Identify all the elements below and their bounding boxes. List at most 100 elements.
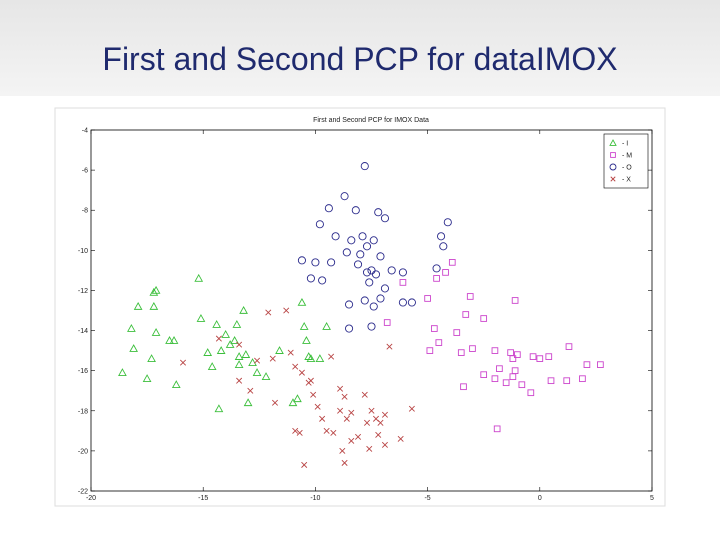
y-tick-label: -16 bbox=[78, 368, 88, 375]
point bbox=[348, 409, 355, 416]
point bbox=[442, 269, 449, 276]
point bbox=[133, 301, 143, 310]
x-tick-label: -20 bbox=[86, 495, 96, 502]
point bbox=[439, 242, 448, 251]
point bbox=[215, 335, 222, 342]
point bbox=[302, 336, 311, 344]
point bbox=[241, 350, 251, 358]
point bbox=[169, 336, 179, 344]
point bbox=[337, 385, 344, 392]
point bbox=[362, 242, 372, 251]
point bbox=[369, 302, 378, 311]
point bbox=[433, 275, 440, 282]
chart-title: First and Second PCP for IMOX Data bbox=[313, 117, 429, 124]
point bbox=[324, 204, 333, 213]
point bbox=[360, 162, 369, 171]
point bbox=[252, 368, 262, 377]
point bbox=[207, 362, 217, 370]
point bbox=[212, 320, 222, 328]
point bbox=[367, 266, 376, 275]
point bbox=[563, 377, 571, 385]
point bbox=[437, 232, 446, 241]
point bbox=[330, 429, 337, 436]
point bbox=[529, 353, 537, 360]
point bbox=[381, 441, 388, 448]
point bbox=[151, 328, 161, 336]
point bbox=[536, 355, 544, 362]
point bbox=[311, 258, 320, 267]
point bbox=[314, 403, 321, 410]
point bbox=[369, 236, 378, 245]
point bbox=[386, 343, 393, 350]
point bbox=[443, 218, 452, 227]
legend-marker bbox=[609, 139, 617, 146]
point bbox=[216, 346, 226, 354]
legend-marker bbox=[610, 176, 616, 182]
point bbox=[511, 297, 519, 304]
y-tick-label: -12 bbox=[78, 288, 88, 295]
point bbox=[376, 294, 385, 303]
point bbox=[297, 297, 307, 306]
y-tick-label: -10 bbox=[78, 248, 88, 255]
point bbox=[234, 352, 244, 360]
point bbox=[462, 311, 470, 318]
y-tick-label: -6 bbox=[82, 168, 88, 175]
point bbox=[232, 320, 242, 328]
point bbox=[342, 248, 351, 257]
legend-marker bbox=[609, 163, 617, 171]
point bbox=[597, 361, 604, 368]
point bbox=[225, 340, 235, 348]
point bbox=[424, 295, 431, 302]
point bbox=[341, 459, 348, 466]
point bbox=[327, 258, 336, 267]
legend-label: - O bbox=[622, 165, 632, 172]
point bbox=[491, 347, 499, 354]
point bbox=[171, 380, 181, 389]
y-tick-label: -22 bbox=[78, 489, 88, 496]
point bbox=[509, 373, 517, 381]
point bbox=[469, 345, 476, 352]
point bbox=[261, 372, 271, 381]
point bbox=[407, 298, 416, 307]
point bbox=[243, 398, 253, 407]
legend-box bbox=[603, 133, 649, 189]
point bbox=[398, 298, 407, 307]
point bbox=[292, 363, 299, 370]
point bbox=[236, 341, 243, 348]
slide-title: First and Second PCP for dataIMOX bbox=[102, 41, 617, 77]
point bbox=[297, 256, 306, 265]
point bbox=[348, 437, 355, 444]
point bbox=[345, 324, 354, 333]
point bbox=[545, 353, 553, 360]
point bbox=[306, 274, 315, 283]
point bbox=[380, 214, 390, 223]
point bbox=[466, 293, 474, 300]
point bbox=[306, 354, 316, 362]
point bbox=[299, 322, 309, 330]
point bbox=[579, 375, 586, 383]
point bbox=[460, 383, 467, 391]
point bbox=[397, 435, 404, 442]
y-tick-label: -18 bbox=[78, 408, 88, 415]
point bbox=[269, 355, 276, 362]
point bbox=[343, 415, 350, 422]
point bbox=[328, 353, 335, 360]
point bbox=[147, 354, 156, 362]
point bbox=[315, 220, 324, 229]
point bbox=[194, 273, 204, 282]
point bbox=[358, 232, 367, 241]
point bbox=[432, 264, 441, 273]
legend-label: - X bbox=[622, 177, 631, 184]
point bbox=[493, 425, 501, 433]
point bbox=[368, 407, 375, 414]
point bbox=[371, 270, 381, 279]
point bbox=[165, 336, 174, 344]
point bbox=[331, 232, 340, 241]
point bbox=[142, 374, 152, 383]
point bbox=[239, 305, 248, 314]
point bbox=[151, 285, 161, 294]
point bbox=[293, 394, 302, 403]
point bbox=[509, 355, 517, 362]
point bbox=[310, 391, 317, 398]
